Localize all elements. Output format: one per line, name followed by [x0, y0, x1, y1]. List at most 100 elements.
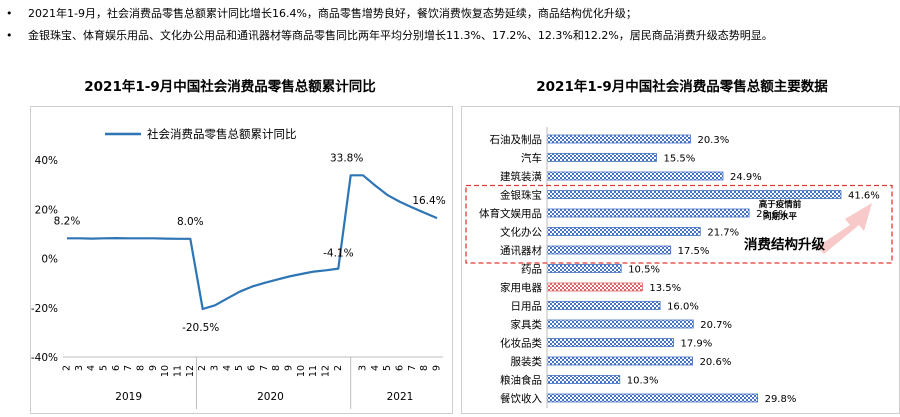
category-label: 药品 [521, 264, 542, 276]
value-label: 20.6% [700, 357, 732, 368]
x-tick-label: 3 [358, 365, 369, 371]
x-tick-label: 3 [74, 365, 85, 371]
category-label: 通讯器材 [500, 244, 542, 257]
trend-arrow-icon [817, 203, 872, 254]
x-tick-label: 8 [136, 365, 147, 371]
category-label: 石油及制品 [490, 133, 543, 146]
value-label: 15.5% [664, 154, 696, 165]
annotation-pre-pandemic: 同期水平 [763, 211, 798, 222]
series-line [67, 174, 438, 311]
x-tick-label: 4 [370, 365, 381, 371]
x-tick-label: 4 [222, 365, 233, 371]
bar [546, 301, 661, 310]
category-label: 金银珠宝 [500, 189, 542, 202]
category-label: 家用电器 [500, 281, 542, 294]
bar [546, 282, 643, 292]
bullet-item: • 2021年1-9月，社会消费品零售总额累计同比增长16.4%，商品零售增势良… [6, 3, 896, 25]
y-tick-label: -40% [31, 352, 58, 364]
x-tick-label: 9 [148, 365, 159, 371]
value-label: 10.3% [627, 376, 659, 387]
category-label: 体育文娱用品 [479, 207, 542, 220]
x-tick-label: 7 [407, 365, 418, 371]
group-highlight-box [465, 184, 893, 264]
x-tick-label: 6 [111, 365, 122, 371]
left-chart-title: 2021年1-9月中国社会消费品零售总额累计同比 [84, 79, 376, 95]
value-label: 10.5% [628, 265, 660, 276]
bar [546, 338, 674, 347]
bullet-dot-icon: • [6, 29, 13, 42]
data-label: 33.8% [330, 152, 363, 164]
x-tick-label: 7 [259, 365, 270, 371]
x-tick-label: 5 [99, 365, 110, 371]
x-tick-label: 10 [296, 365, 307, 377]
x-tick-label: 9 [432, 365, 443, 371]
y-tick-label: -20% [31, 303, 58, 315]
category-label: 粮油食品 [500, 374, 542, 387]
data-label: 8.0% [177, 216, 204, 228]
year-label: 2021 [387, 391, 414, 403]
value-label: 24.9% [730, 172, 762, 183]
category-label: 日用品 [511, 301, 543, 313]
value-label: 17.9% [680, 339, 712, 350]
x-tick-label: 11 [173, 365, 184, 377]
bar [546, 227, 701, 236]
x-tick-label: 10 [160, 365, 171, 377]
bar [546, 356, 694, 366]
x-tick-label: 11 [308, 365, 319, 377]
x-tick-label: 4 [86, 365, 97, 371]
category-label: 文化办公 [500, 226, 542, 239]
value-label: 20.3% [697, 135, 729, 146]
bullet-text: 2021年1-9月，社会消费品零售总额累计同比增长16.4%，商品零售增势良好，… [28, 7, 637, 20]
data-label: 8.2% [54, 215, 81, 227]
x-tick-label: 5 [382, 365, 393, 371]
x-tick-label: 12 [185, 365, 196, 377]
value-label: 21.7% [707, 228, 739, 239]
data-label: 16.4% [412, 195, 445, 207]
bullet-text: 金银珠宝、体育娱乐用品、文化办公用品和通讯器材等商品零售同比两年平均分别增长11… [28, 29, 773, 42]
line-chart-panel: 社会消费品零售总额累计同比 40% 20% 0% -20% -40% 2 3 4 5 6 7 8 9 10 1… [30, 106, 453, 414]
bar-chart: 石油及制品 20.3% 汽车 15.5% 建筑装潢 24.9% 金银珠宝 41.6% 体育文娱用… [465, 127, 893, 408]
x-tick-label: 7 [123, 365, 134, 371]
bullet-item: • 金银珠宝、体育娱乐用品、文化办公用品和通讯器材等商品零售同比两年平均分别增长… [6, 25, 896, 47]
category-label: 建筑装潢 [500, 170, 542, 183]
category-label: 汽车 [521, 152, 542, 165]
x-tick-label: 9 [284, 365, 295, 371]
value-label: 17.5% [678, 246, 710, 257]
category-label: 餐饮收入 [500, 392, 542, 405]
bar [546, 153, 657, 162]
x-tick-label: 6 [247, 365, 258, 371]
annotation-upgrade: 消费结构升级 [744, 236, 825, 253]
data-label: -4.1% [323, 248, 353, 260]
bar [546, 375, 621, 384]
x-tick-label: 8 [271, 365, 282, 371]
data-label: -20.5% [182, 322, 219, 334]
bar-chart-panel: 石油及制品 20.3% 汽车 15.5% 建筑装潢 24.9% 金银珠宝 41.6% 体育文娱用… [461, 106, 900, 414]
bar [546, 319, 694, 329]
category-label: 服装类 [511, 355, 543, 368]
year-label: 2020 [257, 391, 284, 403]
x-tick-label: 12 [321, 365, 332, 377]
x-tick-label: 8 [419, 365, 430, 371]
category-label: 化妆品类 [500, 337, 542, 350]
category-label: 家具类 [511, 318, 543, 331]
value-label: 28.6% [756, 209, 788, 220]
x-tick-label: 2 [333, 365, 344, 371]
bar [546, 393, 759, 403]
x-tick-label: 2 [197, 365, 208, 371]
year-label: 2019 [115, 391, 142, 403]
annotation-pre-pandemic: 高于疫情前 [759, 199, 802, 210]
value-label: 16.0% [667, 302, 699, 313]
y-tick-label: 20% [35, 204, 58, 216]
value-label: 20.7% [700, 320, 732, 331]
right-chart-title: 2021年1-9月中国社会消费品零售总额主要数据 [536, 79, 828, 95]
bar [546, 208, 750, 218]
bullet-dot-icon: • [6, 7, 13, 20]
bar [546, 171, 724, 181]
legend-label: 社会消费品零售总额累计同比 [147, 127, 297, 141]
x-tick-label: 6 [395, 365, 406, 371]
bullet-list: • 2021年1-9月，社会消费品零售总额累计同比增长16.4%，商品零售增势良… [6, 3, 896, 47]
x-tick-label: 2 [62, 365, 73, 371]
y-tick-label: 40% [35, 155, 58, 167]
y-tick-label: 0% [41, 254, 58, 266]
